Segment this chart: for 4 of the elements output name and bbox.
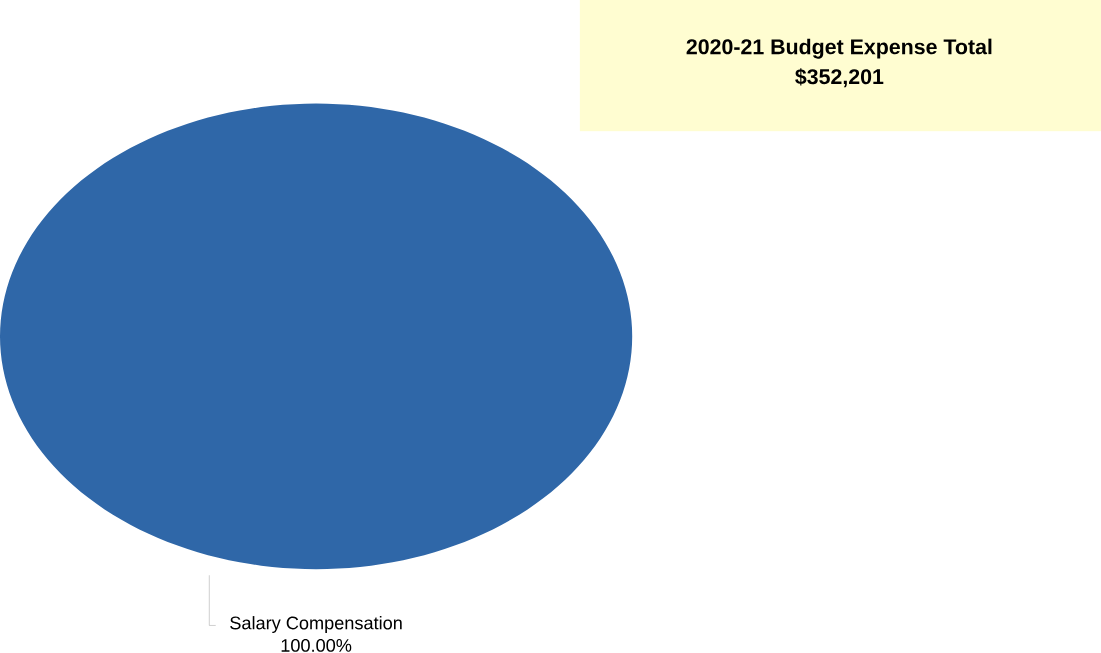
slice-label: Salary Compensation — [230, 616, 402, 634]
data-label: 100.00% — [281, 639, 352, 652]
text: 2020-21 Budget Expense Total — [686, 38, 992, 59]
text: $352,201 — [795, 68, 884, 88]
